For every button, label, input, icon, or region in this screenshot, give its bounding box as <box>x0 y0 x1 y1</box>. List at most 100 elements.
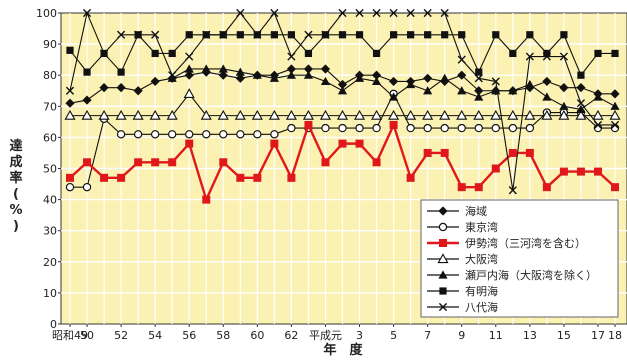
data-point <box>440 148 449 157</box>
data-point <box>117 173 126 182</box>
data-point <box>407 31 415 39</box>
x-stroke <box>438 302 448 312</box>
x-stroke <box>219 30 228 39</box>
x-tick-label: 18 <box>608 329 622 342</box>
data-point <box>423 73 433 83</box>
data-point <box>458 31 466 39</box>
legend-label: 瀬戸内海（大阪湾を除く） <box>465 268 597 282</box>
data-point <box>287 173 296 182</box>
legend-item: 東京湾 <box>427 220 498 234</box>
x-stroke <box>151 30 160 39</box>
data-point <box>405 109 417 120</box>
x-stroke <box>542 52 551 61</box>
data-point <box>526 31 534 39</box>
data-point <box>269 73 279 82</box>
data-point <box>116 130 126 139</box>
x-tick-label: 11 <box>489 329 503 342</box>
data-point <box>542 92 552 101</box>
data-point <box>270 8 279 18</box>
x-tick-label: 60 <box>250 329 264 342</box>
legend-item: 八代海 <box>427 300 498 314</box>
data-point <box>218 70 228 80</box>
data-point <box>321 30 330 39</box>
data-point <box>236 173 245 182</box>
data-point <box>406 123 415 133</box>
data-point <box>559 83 569 93</box>
data-point <box>372 49 381 58</box>
data-point <box>406 79 416 89</box>
data-point <box>525 148 534 157</box>
data-point <box>184 70 194 80</box>
data-point <box>65 86 75 95</box>
data-point <box>167 130 177 139</box>
x-stroke <box>304 30 313 39</box>
data-point <box>268 109 280 120</box>
data-point <box>576 83 586 93</box>
data-point <box>492 31 500 39</box>
data-point <box>438 222 448 232</box>
data-point <box>491 77 500 86</box>
series-2 <box>66 120 619 204</box>
data-point <box>185 139 194 148</box>
data-point <box>457 55 466 64</box>
data-point <box>133 86 143 96</box>
data-point <box>100 173 109 182</box>
data-point <box>218 64 228 73</box>
x-tick-label: 7 <box>424 329 431 342</box>
data-point <box>440 123 449 133</box>
data-point <box>473 109 485 120</box>
y-tick-label: 10 <box>43 287 57 300</box>
data-point <box>235 73 245 83</box>
data-point <box>253 130 262 139</box>
x-stroke <box>423 8 432 18</box>
data-point <box>593 167 602 176</box>
data-point <box>202 195 211 204</box>
y-tick-label: 40 <box>43 194 57 207</box>
data-point <box>474 74 483 83</box>
x-stroke <box>508 186 517 195</box>
data-point <box>440 73 450 82</box>
data-point <box>167 73 177 82</box>
data-point <box>542 76 552 87</box>
data-point <box>353 109 366 120</box>
data-point <box>441 31 449 39</box>
data-point <box>185 130 194 139</box>
data-point <box>423 148 432 157</box>
data-point <box>236 31 244 39</box>
data-point <box>355 31 364 39</box>
data-point <box>286 70 297 79</box>
x-stroke <box>82 8 92 18</box>
x-stroke <box>99 49 109 58</box>
data-point <box>355 139 364 148</box>
data-point <box>65 98 75 108</box>
data-point <box>592 109 604 120</box>
x-stroke <box>116 30 126 39</box>
series-layer <box>64 8 621 204</box>
x-tick-label: 17 <box>591 329 605 342</box>
x-stroke <box>372 8 381 18</box>
data-point <box>183 88 195 99</box>
x-stroke <box>440 8 449 18</box>
data-point <box>423 8 432 18</box>
data-point <box>508 186 517 195</box>
data-point <box>457 86 467 95</box>
data-point <box>117 68 125 76</box>
x-stroke <box>525 52 534 61</box>
data-point <box>456 109 468 120</box>
data-point <box>235 67 245 76</box>
data-point <box>303 64 314 74</box>
series-6 <box>65 8 620 195</box>
data-point <box>287 123 296 133</box>
data-point <box>81 109 93 120</box>
data-point <box>509 49 517 58</box>
data-point <box>302 109 314 120</box>
data-point <box>610 120 620 130</box>
data-point <box>406 8 415 18</box>
data-point <box>337 79 348 90</box>
data-point <box>474 86 484 96</box>
y-tick-labels: 0 10 20 30 40 50 60 70 80 90 100 <box>36 7 61 331</box>
data-point <box>609 109 621 120</box>
data-point <box>508 86 518 95</box>
data-point <box>372 8 381 18</box>
data-point <box>388 92 399 101</box>
